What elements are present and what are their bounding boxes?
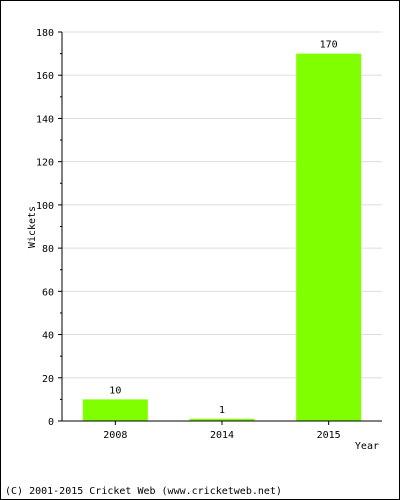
y-axis-label: Wickets xyxy=(27,206,38,248)
x-tick-label-2014: 2014 xyxy=(210,430,234,441)
x-axis-label: Year xyxy=(355,441,379,452)
y-tick-labels: 0 20 40 60 80 100 120 140 160 180 xyxy=(36,28,54,428)
y-tick-label: 40 xyxy=(42,331,54,342)
y-tick-label: 160 xyxy=(36,71,54,82)
bar-2008 xyxy=(82,399,148,421)
bar-2015 xyxy=(296,53,362,421)
data-label-2015: 170 xyxy=(320,40,338,51)
data-label-2008: 10 xyxy=(109,385,121,396)
y-tick-label: 140 xyxy=(36,114,54,125)
bar-2014 xyxy=(189,418,255,421)
x-tick-label-2008: 2008 xyxy=(103,430,127,441)
y-tick-label: 120 xyxy=(36,158,54,169)
x-tick-labels: 2008 2014 2015 xyxy=(103,430,340,441)
y-tick-label: 20 xyxy=(42,374,54,385)
x-tick-label-2015: 2015 xyxy=(317,430,341,441)
y-tick-label: 60 xyxy=(42,287,54,298)
y-tick-label: 180 xyxy=(36,28,54,39)
grid-lines xyxy=(62,31,382,379)
bars xyxy=(82,53,362,421)
copyright-footer: (C) 2001-2015 Cricket Web (www.cricketwe… xyxy=(5,486,282,497)
data-labels: 10 1 170 xyxy=(109,40,337,416)
data-label-2014: 1 xyxy=(219,405,225,416)
y-tick-label: 0 xyxy=(48,417,54,428)
y-tick-label: 100 xyxy=(36,201,54,212)
axes xyxy=(58,31,382,425)
y-tick-label: 80 xyxy=(42,244,54,255)
